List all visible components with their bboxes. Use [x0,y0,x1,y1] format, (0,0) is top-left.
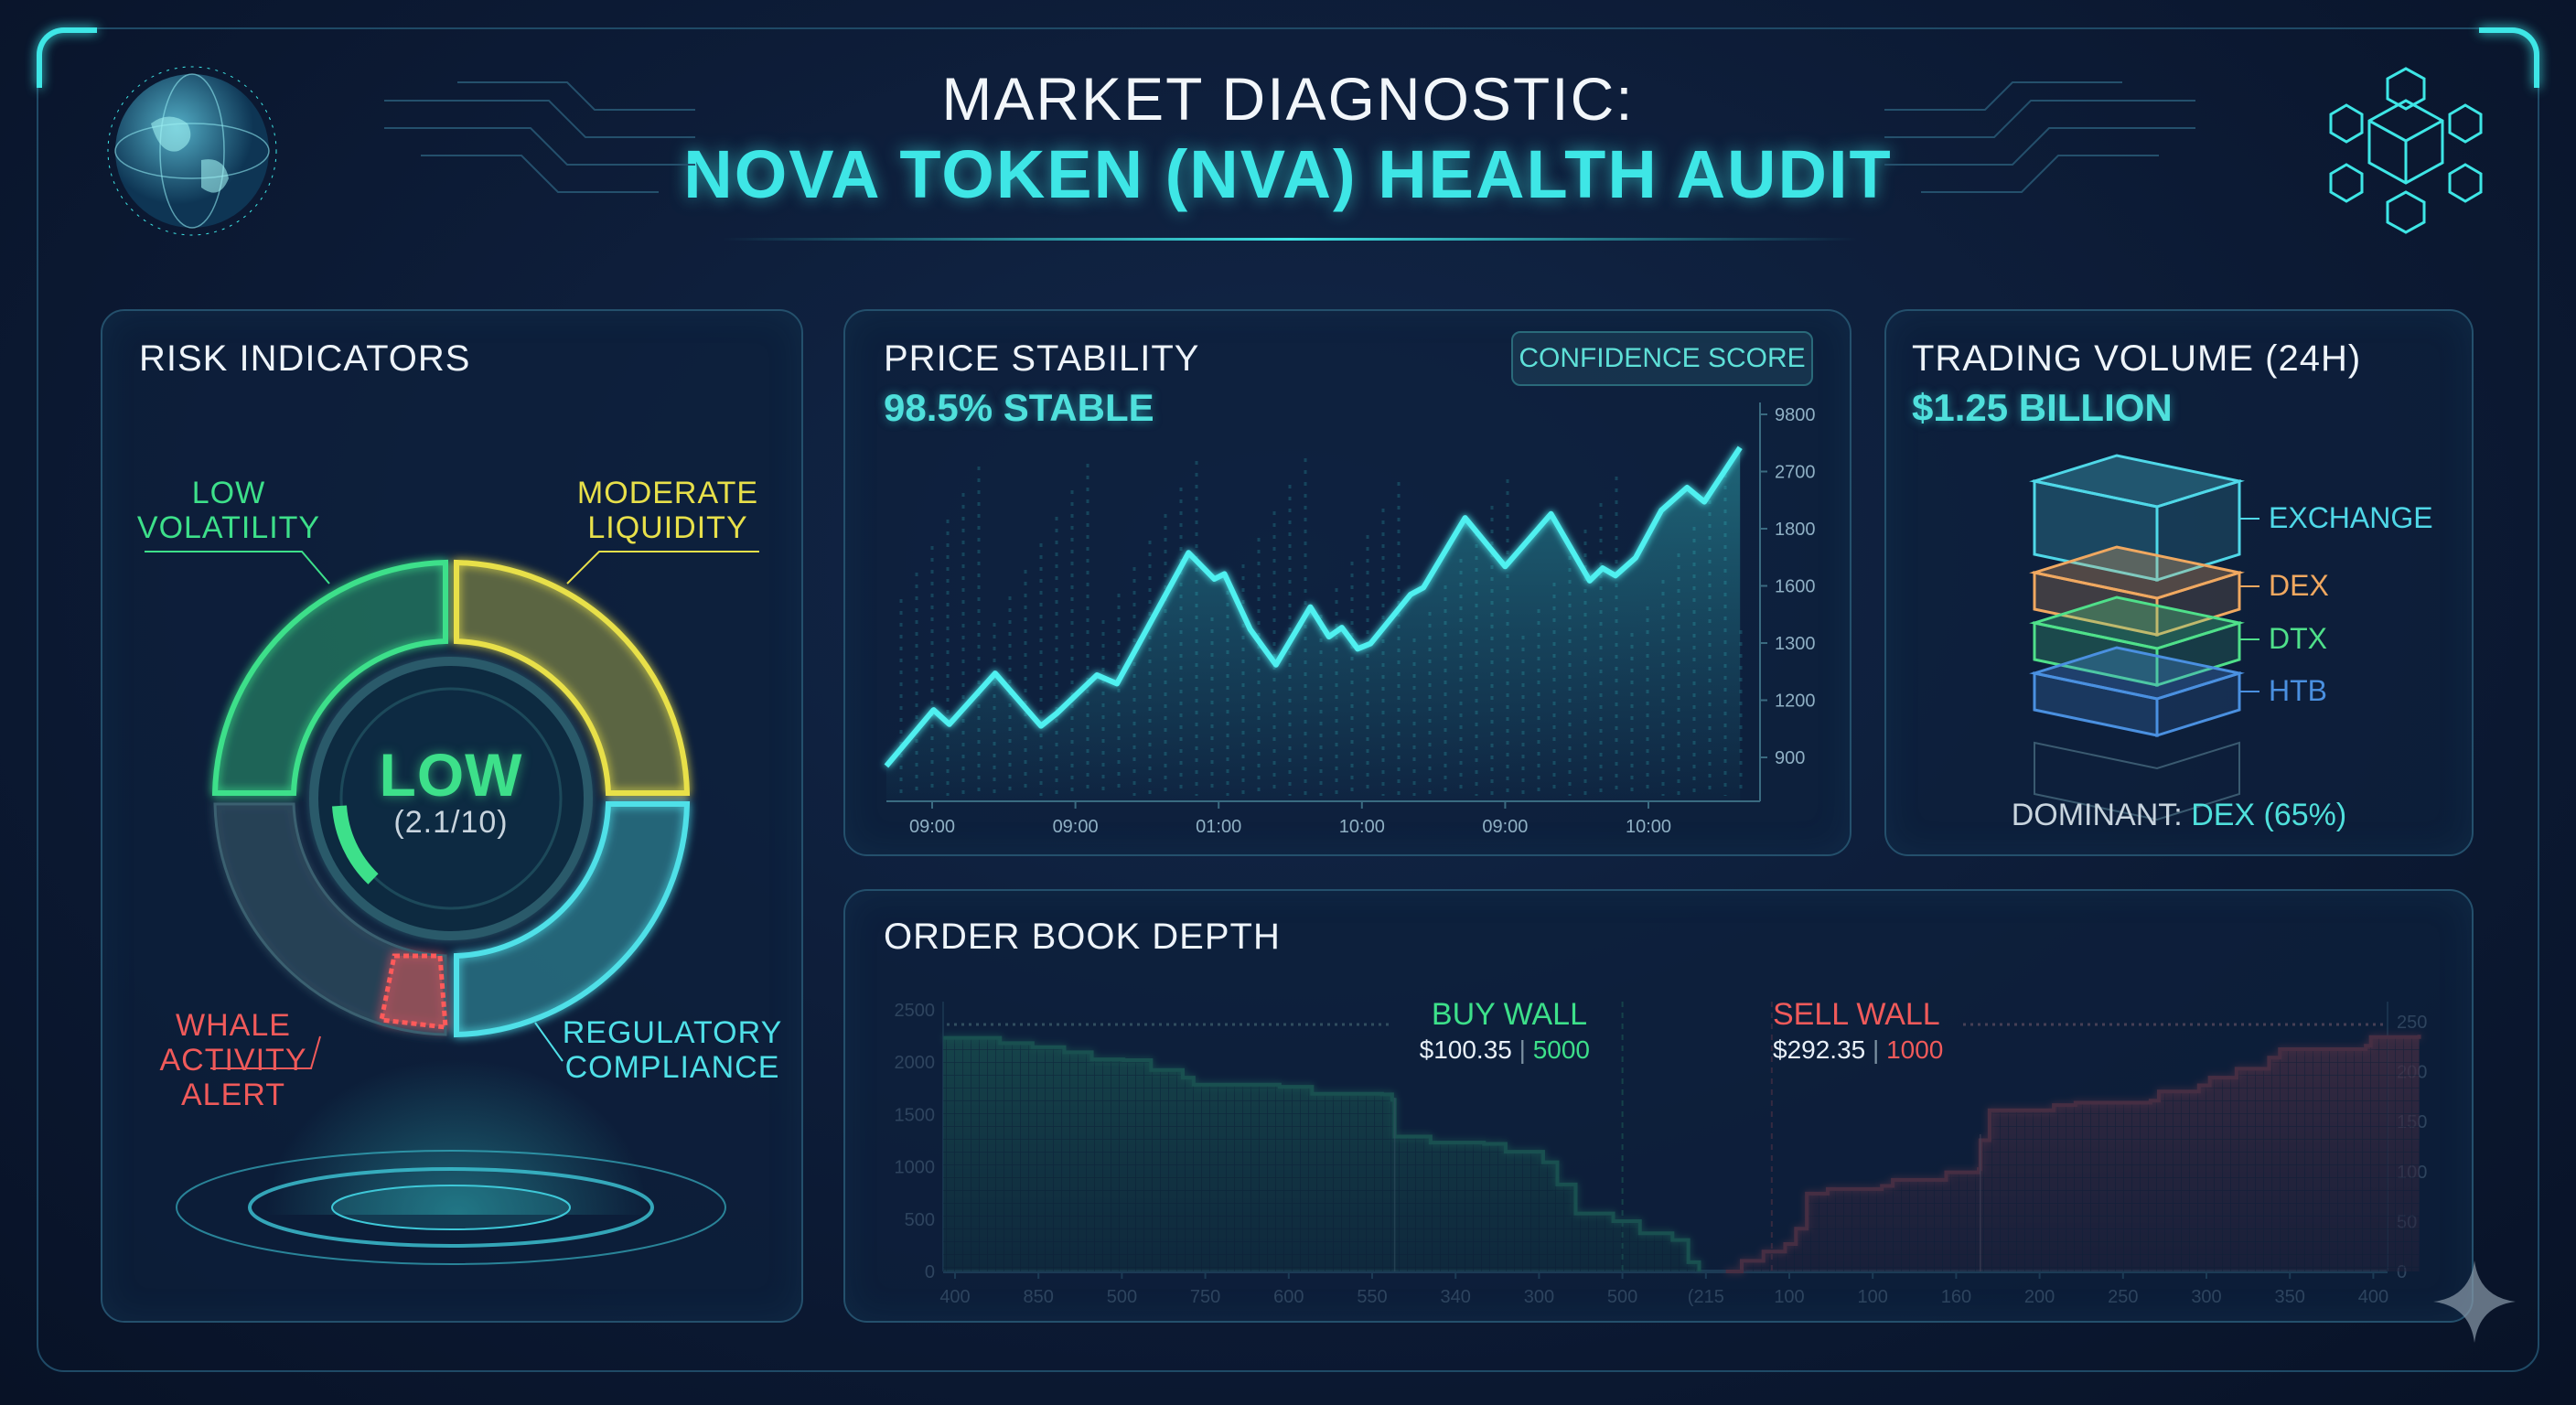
segment-whale-activity[interactable] [213,802,447,1036]
sell-wall-price: $292.35 [1773,1035,1866,1064]
blockchain-cube-icon [2329,67,2483,234]
layer-side-face [2155,620,2241,688]
leader-line [534,1022,564,1062]
layer-side-face [2155,570,2241,638]
volume-amount: $1.25 BILLION [1912,386,2173,429]
label-line: COMPLIANCE [564,1050,780,1085]
whale-activity-alert-label: WHALE ACTIVITY ALERT [137,1008,329,1112]
price-panel-title: PRICE STABILITY [884,338,1200,379]
risk-score: (2.1/10) [393,805,509,840]
sparkle-icon [2433,1260,2516,1343]
dashboard-frame [37,27,2539,1372]
stack-base-outline [2034,741,2240,821]
label-line: ALERT [181,1078,285,1112]
dominant-prefix: DOMINANT: [2011,798,2183,832]
dominant-value: DEX (65%) [2191,798,2347,832]
leader-line [145,551,330,585]
segment-low-volatility[interactable] [211,559,448,796]
confidence-score-button[interactable]: CONFIDENCE SCORE [1511,331,1813,386]
regulatory-compliance-label: REGULATORY COMPLIANCE [558,1015,787,1085]
volume-panel-title: TRADING VOLUME (24H) [1912,338,2362,379]
risk-donut-gauge [145,551,759,1265]
sell-wall-qty: 1000 [1886,1035,1944,1064]
header-underline [723,238,1857,241]
layer-label-dtx: DTX [2269,622,2327,655]
price-stability-value: 98.5% STABLE [884,386,1154,429]
leader-line [210,1035,321,1069]
dominant-source: DOMINANT: DEX (65%) [1884,798,2474,833]
volume-layer-exchange [2029,454,2259,583]
segment-regulatory-compliance[interactable] [454,801,691,1038]
trading-volume-panel [1884,309,2474,856]
label-line: LIQUIDITY [587,510,748,545]
header-title: MARKET DIAGNOSTIC: [941,65,1635,133]
label-line: MODERATE [576,476,759,510]
segment-moderate-liquidity[interactable] [454,559,691,796]
buy-wall-price: $100.35 [1419,1035,1512,1064]
sell-wall-info: $292.35 | 1000 [1773,1035,1944,1064]
hologram-platform [176,1150,726,1265]
frame-corner [2479,27,2539,88]
risk-level-label: LOW [379,741,523,809]
buy-wall-qty: 5000 [1532,1035,1590,1064]
circuit-decoration [1884,81,2195,193]
volume-layer-htb [2029,646,2259,738]
low-volatility-label: LOW VOLATILITY [128,476,329,545]
globe-icon [107,66,277,236]
volume-stack-chart [2029,454,2259,821]
circuit-decoration [384,81,695,193]
label-line: ACTIVITY [159,1043,307,1078]
buy-wall-info: $100.35 | 5000 [1419,1035,1590,1064]
order-book-panel [843,889,2474,1323]
layer-label-dex: DEX [2269,569,2329,602]
sell-wall-label: SELL WALL [1773,997,1940,1032]
leader-line [566,551,759,585]
layer-side-face [2155,670,2241,738]
order-book-title: ORDER BOOK DEPTH [884,917,1281,957]
label-line: LOW [191,476,266,510]
buy-wall-label: BUY WALL [1431,997,1587,1032]
layer-label-htb: HTB [2269,674,2327,707]
risk-panel-title: RISK INDICATORS [139,338,471,379]
frame-corner [37,27,97,88]
layer-label-exchange: EXCHANGE [2269,501,2433,534]
label-line: WHALE [176,1008,291,1043]
label-line: VOLATILITY [136,510,321,545]
header-subtitle: NOVA TOKEN (NVA) HEALTH AUDIT [683,136,1893,212]
score-arc [332,805,379,885]
whale-alert-marker[interactable] [379,953,448,1030]
moderate-liquidity-label: MODERATE LIQUIDITY [558,476,778,545]
label-line: REGULATORY [562,1015,783,1050]
